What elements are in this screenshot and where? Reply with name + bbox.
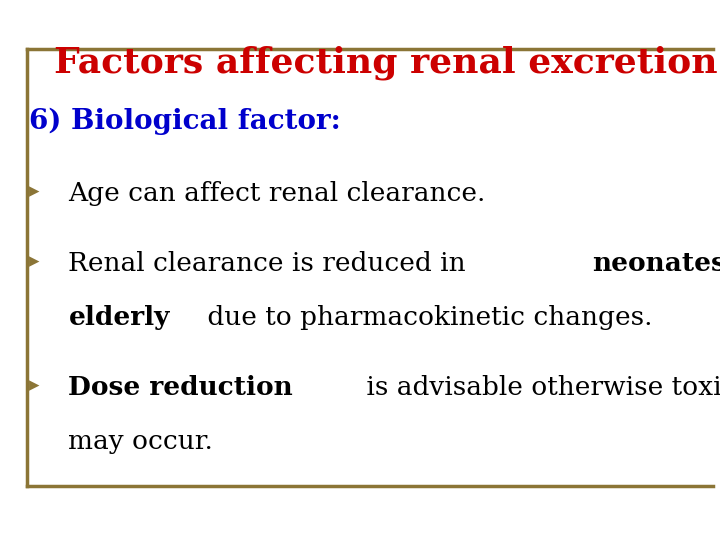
Text: is advisable otherwise toxicity: is advisable otherwise toxicity bbox=[359, 375, 720, 400]
Text: elderly: elderly bbox=[68, 305, 170, 330]
Text: Age can affect renal clearance.: Age can affect renal clearance. bbox=[68, 181, 486, 206]
Text: 6) Biological factor:: 6) Biological factor: bbox=[29, 108, 341, 136]
Text: neonates: neonates bbox=[593, 251, 720, 276]
Text: ▸: ▸ bbox=[29, 181, 40, 201]
Text: ▸: ▸ bbox=[29, 251, 40, 271]
Text: due to pharmacokinetic changes.: due to pharmacokinetic changes. bbox=[199, 305, 653, 330]
Text: ▸: ▸ bbox=[29, 375, 40, 395]
Text: may occur.: may occur. bbox=[68, 429, 213, 454]
Text: Dose reduction: Dose reduction bbox=[68, 375, 293, 400]
Text: Factors affecting renal excretion of drugs: Factors affecting renal excretion of dru… bbox=[54, 46, 720, 80]
Text: Renal clearance is reduced in: Renal clearance is reduced in bbox=[68, 251, 474, 276]
